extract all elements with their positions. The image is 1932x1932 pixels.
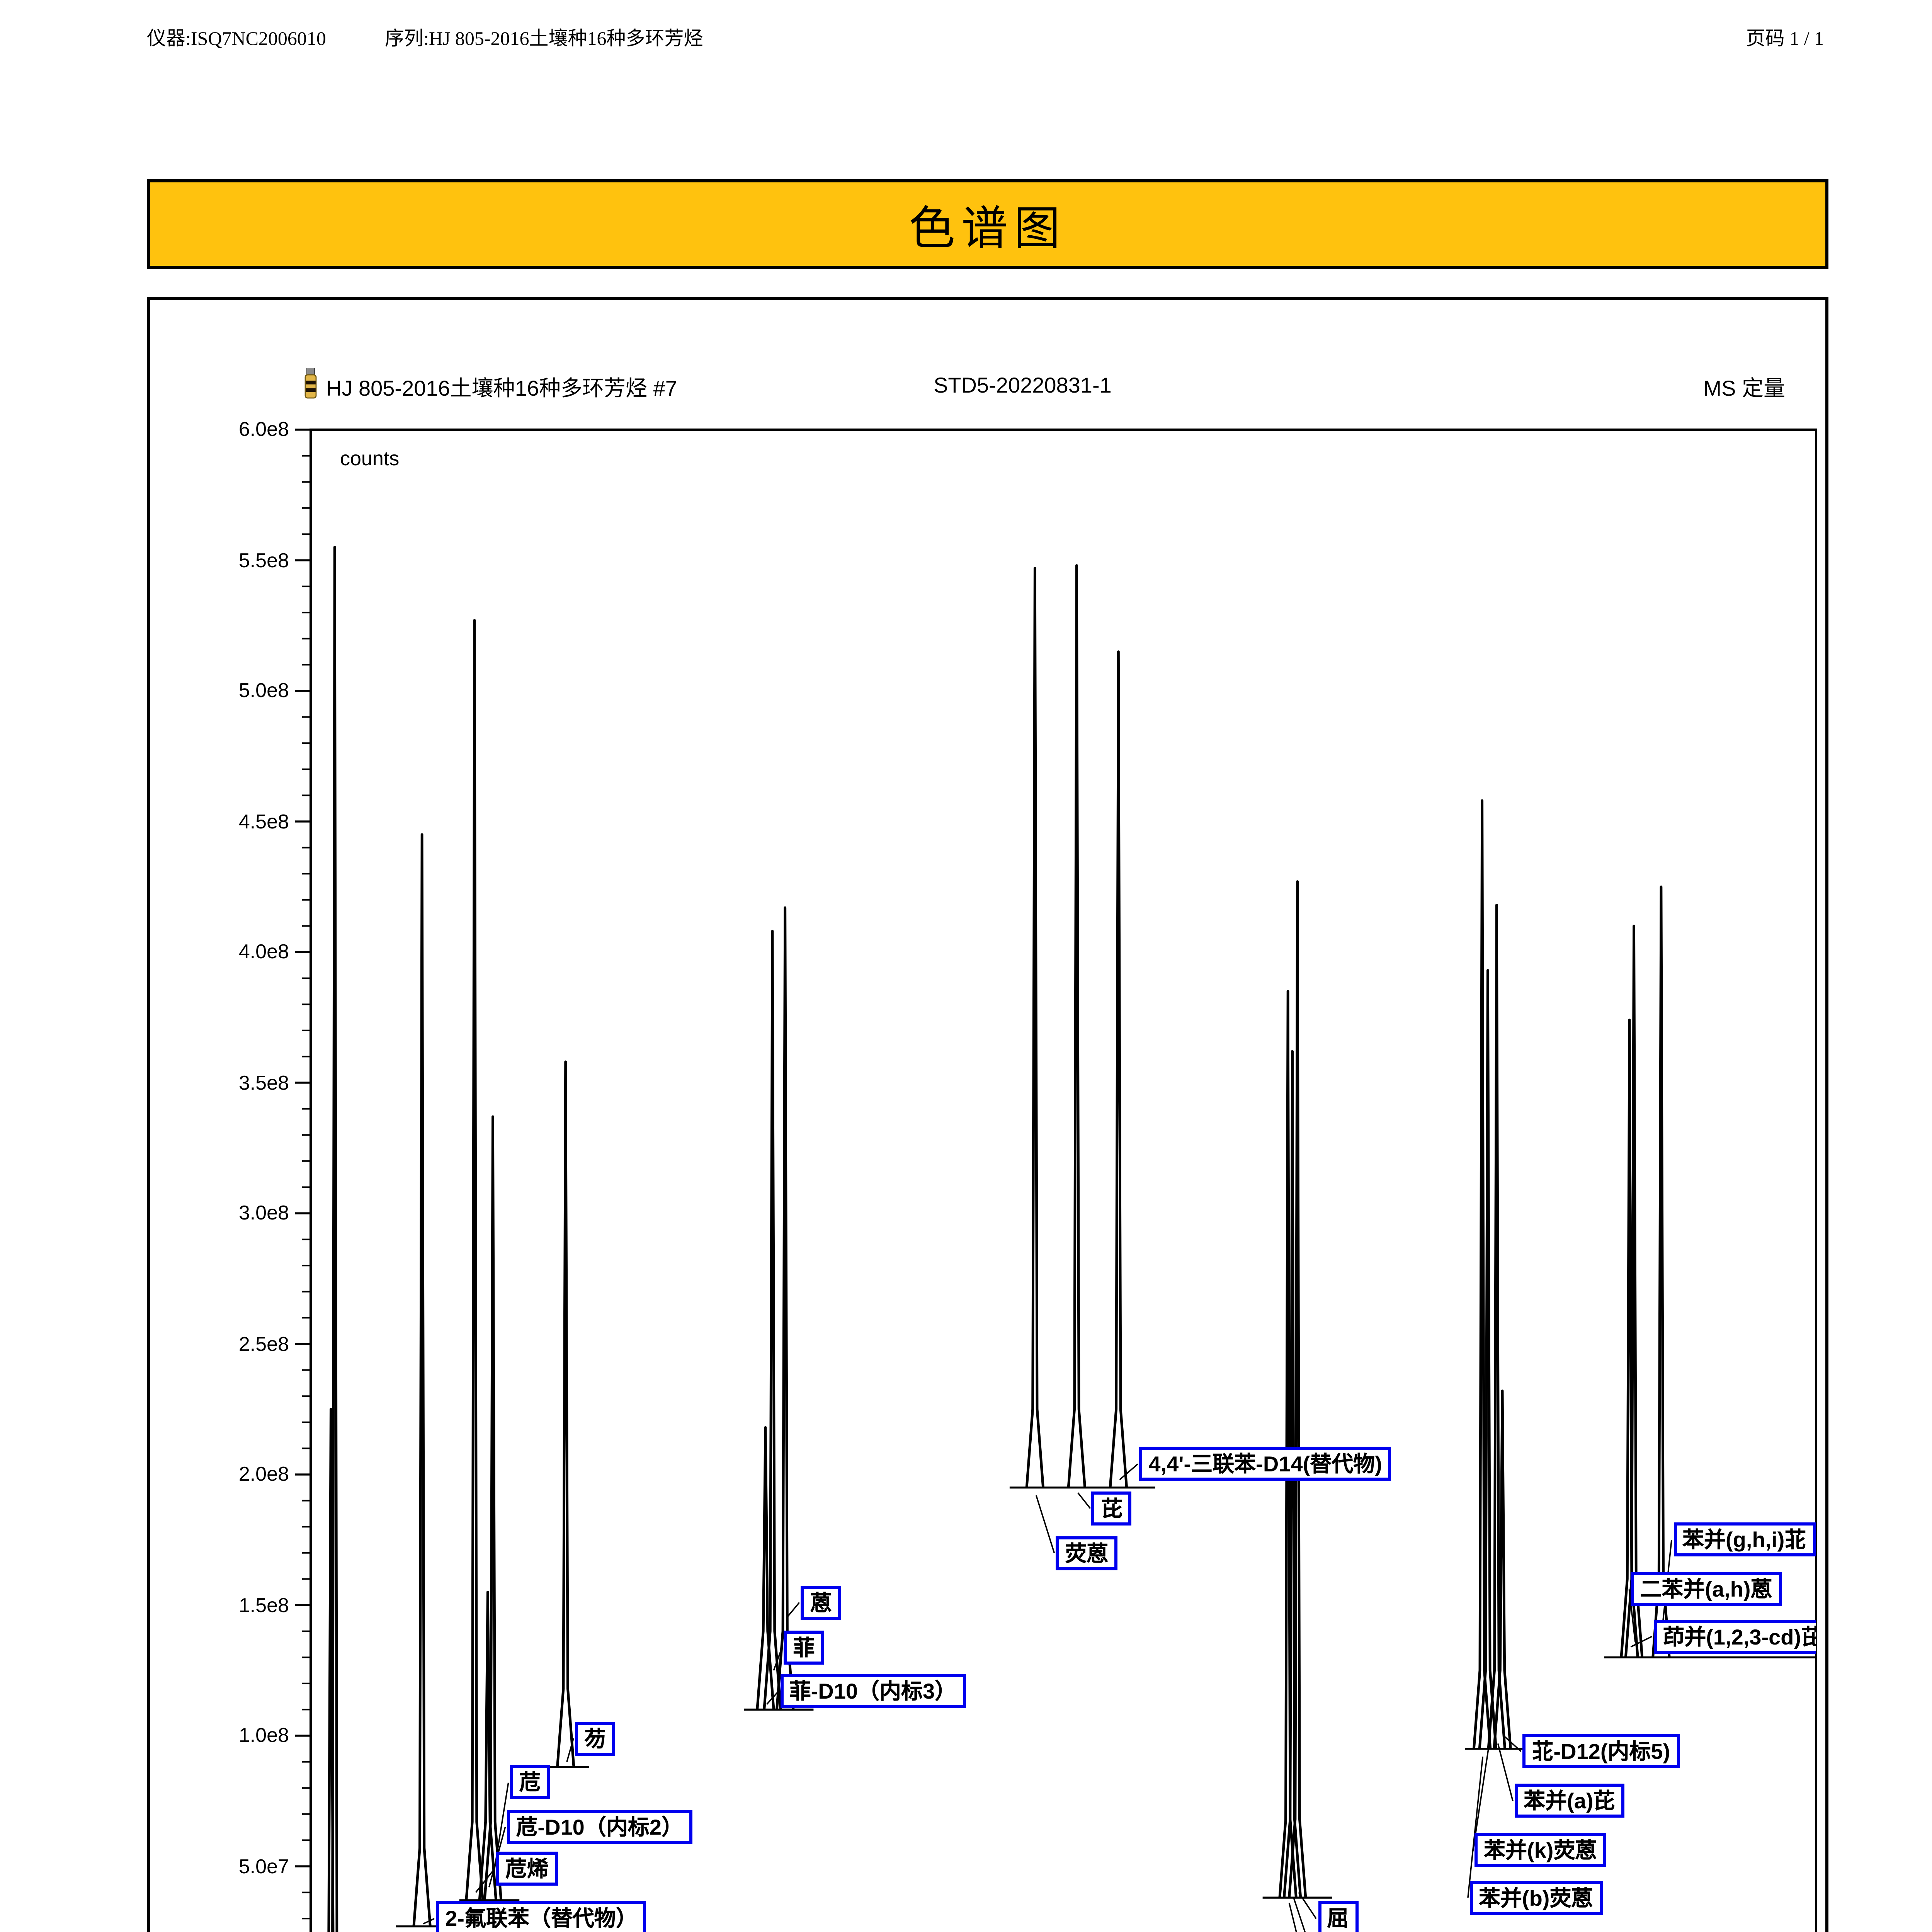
y-tick-label: 6.0e8 <box>238 417 289 440</box>
peak-苯并(b)荧蒽 <box>1473 799 1492 1749</box>
peak-label: 苝-D12(内标5) <box>1522 1734 1680 1769</box>
peak-label-leader <box>1503 1735 1522 1752</box>
peak-label-leader <box>475 1868 495 1893</box>
peak-label: 菲 <box>784 1630 824 1664</box>
header-instrument: 仪器:ISQ7NC2006010 <box>147 28 326 49</box>
peak-苊烯 <box>465 619 484 1901</box>
peak-label-leader <box>423 1918 435 1925</box>
chromatogram-frame: HJ 805-2016土壤种16种多环芳烃 #7 STD5-20220831-1… <box>147 297 1828 1932</box>
peak-屈-D12(内标4) <box>1282 1050 1302 1898</box>
peak-label: 茚并(1,2,3-cd)芘 <box>1653 1619 1816 1654</box>
peak-label: 苊 <box>510 1765 550 1800</box>
peak-label-leader <box>1497 1743 1514 1801</box>
peak-label-leader <box>773 1646 783 1671</box>
y-tick-label: 3.5e8 <box>238 1070 289 1094</box>
header-sequence: 序列:HJ 805-2016土壤种16种多环芳烃 <box>384 28 703 49</box>
peak-4,4'-三联苯-D14(替代物) <box>1109 650 1128 1488</box>
peak-label: 苯并(b)荧蒽 <box>1469 1881 1602 1915</box>
peak-苊 <box>483 1115 503 1901</box>
y-tick-label: 5.0e8 <box>238 679 289 702</box>
page-number: 页码 1 / 1 <box>1746 28 1824 49</box>
peak-苝-D12(内标5) <box>1493 1389 1512 1749</box>
chromatogram-plot <box>295 429 1817 1932</box>
peak-芘 <box>1067 564 1087 1488</box>
y-axis-unit-label: counts <box>340 447 400 470</box>
peak-label-leader <box>766 1690 779 1705</box>
sample-vial-icon <box>303 367 318 406</box>
peak-label: 苊烯 <box>496 1852 558 1886</box>
y-tick-label: 4.5e8 <box>238 809 289 832</box>
page-header: 仪器:ISQ7NC2006010 序列:HJ 805-2016土壤种16种多环芳烃… <box>147 22 1824 49</box>
peak-label: 芴 <box>575 1721 616 1755</box>
peak-label: 苯并(k)荧蒽 <box>1475 1833 1606 1868</box>
y-tick-label: 1.0e8 <box>238 1723 289 1747</box>
peak-label: 苯并(a)芘 <box>1514 1784 1624 1818</box>
peak-label-leader <box>1298 1892 1317 1919</box>
banner-title: 色谱图 <box>909 204 1066 255</box>
peak-label: 蒽 <box>801 1585 841 1620</box>
peak-屈 <box>1288 880 1307 1898</box>
peak-labels-layer: 萘萘-D8（内标1）2-氟联苯（替代物）苊烯苊-D10（内标2）苊芴菲-D10（… <box>311 430 1816 1932</box>
section-title-banner: 色谱图 <box>147 179 1828 269</box>
y-tick-label: 5.0e7 <box>238 1854 289 1877</box>
peak-label: 菲-D10（内标3） <box>780 1674 966 1709</box>
peak-label: 4,4'-三联苯-D14(替代物) <box>1139 1447 1391 1481</box>
y-tick-label: 2.0e8 <box>238 1462 289 1485</box>
peak-label-leader <box>1628 1589 1636 1642</box>
peak-菲-D10（内标3） <box>756 1426 775 1710</box>
peak-label-leader <box>1035 1495 1055 1553</box>
peak-label-leader <box>1119 1463 1138 1480</box>
peak-label: 荧蒽 <box>1056 1536 1118 1570</box>
peak-苯并(a)芘 <box>1487 903 1506 1749</box>
detection-mode-label: MS 定量 <box>1703 376 1785 400</box>
peak-label: 2-氟联苯（替代物） <box>436 1901 647 1932</box>
peak-label: 二苯并(a,h)蒽 <box>1631 1572 1782 1607</box>
y-tick-label: 5.5e8 <box>238 548 289 571</box>
peak-label: 芘 <box>1092 1491 1132 1526</box>
chromatogram-title: HJ 805-2016土壤种16种多环芳烃 #7 <box>326 376 677 400</box>
y-tick-label: 4.0e8 <box>238 940 289 963</box>
peak-label: 苯并(g,h,i)苝 <box>1673 1523 1816 1557</box>
peak-label-leader <box>786 1602 800 1619</box>
y-tick-label: 1.5e8 <box>238 1593 289 1616</box>
peak-荧蒽 <box>1025 566 1045 1488</box>
peak-label-leader <box>1293 1897 1306 1932</box>
sample-name: STD5-20220831-1 <box>934 372 1112 397</box>
peak-label-leader <box>566 1738 574 1762</box>
y-tick-label: 3.0e8 <box>238 1201 289 1224</box>
y-tick-label: 2.5e8 <box>238 1332 289 1355</box>
peak-label: 苊-D10（内标2） <box>507 1810 692 1844</box>
peak-菲 <box>763 930 782 1710</box>
peak-label-leader <box>1467 1756 1484 1898</box>
peak-苊-D10（内标2） <box>478 1590 498 1901</box>
peak-萘 <box>331 546 338 1932</box>
peak-label-leader <box>1630 1636 1653 1648</box>
peak-2-氟联苯（替代物） <box>412 833 432 1927</box>
peak-萘-D8（内标1） <box>327 1408 335 1932</box>
peak-label: 屈 <box>1318 1901 1358 1932</box>
peak-芴 <box>556 1060 575 1767</box>
peak-label-leader <box>1288 1903 1297 1932</box>
peak-label-leader <box>1077 1492 1091 1509</box>
